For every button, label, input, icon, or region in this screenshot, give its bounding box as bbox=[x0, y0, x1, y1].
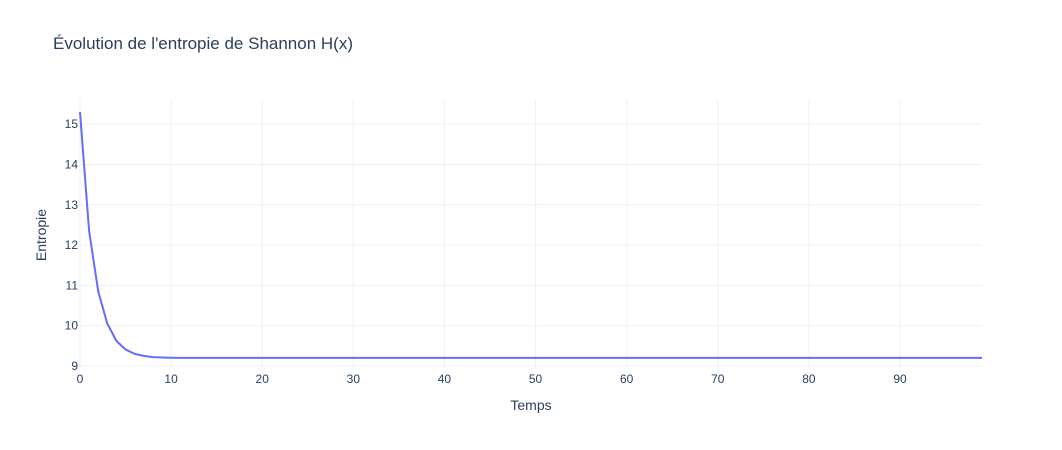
x-tick-label: 80 bbox=[802, 372, 816, 386]
y-tick-label: 14 bbox=[65, 157, 79, 171]
x-axis-title: Temps bbox=[510, 397, 551, 413]
y-tick-label: 10 bbox=[65, 319, 79, 333]
series-layer bbox=[80, 112, 982, 358]
x-tick-label: 30 bbox=[347, 372, 361, 386]
x-tick-label: 50 bbox=[529, 372, 543, 386]
x-tick-label: 20 bbox=[256, 372, 270, 386]
grid-lines bbox=[80, 100, 982, 368]
y-axis-title: Entropie bbox=[33, 209, 49, 261]
y-tick-label: 9 bbox=[71, 359, 78, 373]
x-tick-label: 90 bbox=[893, 372, 907, 386]
y-tick-label: 12 bbox=[65, 238, 79, 252]
x-tick-label: 60 bbox=[620, 372, 634, 386]
x-tick-label: 40 bbox=[438, 372, 452, 386]
y-tick-label: 13 bbox=[65, 198, 79, 212]
y-tick-label: 11 bbox=[66, 278, 79, 292]
x-tick-label: 70 bbox=[711, 372, 725, 386]
y-tick-label: 15 bbox=[65, 117, 79, 131]
tick-labels: 0 10 20 30 40 50 60 70 80 90 9 10 11 12 13 14 15 bbox=[65, 117, 907, 386]
series-line bbox=[80, 112, 982, 358]
x-tick-label: 0 bbox=[77, 372, 84, 386]
x-tick-label: 10 bbox=[164, 372, 178, 386]
